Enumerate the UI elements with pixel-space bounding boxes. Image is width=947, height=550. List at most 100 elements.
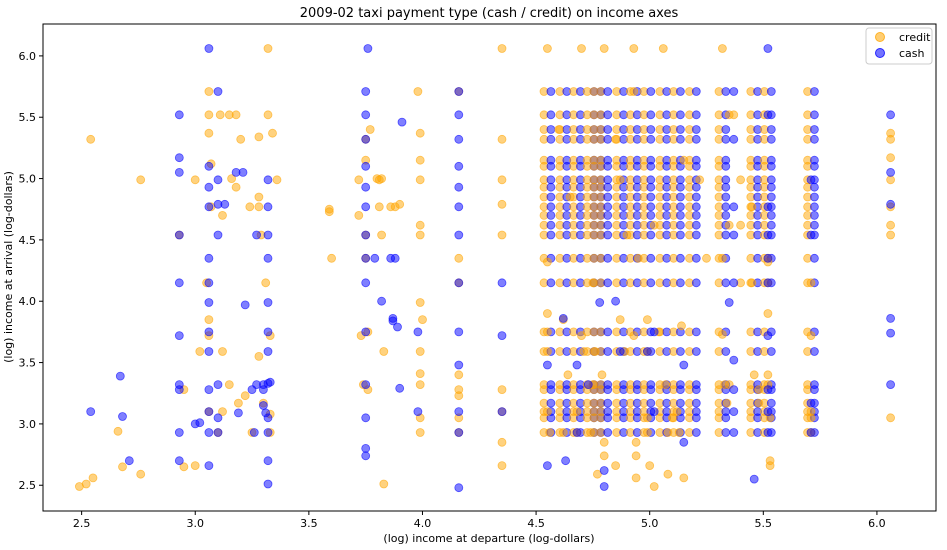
data-point-cash bbox=[174, 230, 184, 240]
data-point-cash bbox=[603, 155, 613, 165]
data-point-cash bbox=[721, 182, 731, 192]
legend-marker-cash bbox=[875, 48, 885, 58]
data-point-cash bbox=[388, 316, 398, 326]
data-point-cash bbox=[454, 407, 464, 417]
data-point-credit bbox=[543, 327, 552, 337]
data-point-cash bbox=[361, 202, 371, 212]
data-point-credit bbox=[190, 461, 200, 471]
data-point-cash bbox=[361, 380, 371, 390]
data-point-cash bbox=[691, 220, 701, 230]
data-point-cash bbox=[603, 202, 613, 212]
data-point-cash bbox=[213, 428, 223, 437]
data-point-cash bbox=[454, 134, 464, 144]
data-point-cash bbox=[810, 220, 819, 230]
data-point-cash bbox=[252, 230, 262, 240]
data-point-cash bbox=[204, 253, 214, 263]
data-point-credit bbox=[722, 398, 732, 408]
data-point-cash bbox=[595, 298, 605, 307]
data-point-credit bbox=[886, 230, 895, 240]
data-point-cash bbox=[886, 199, 895, 209]
data-point-cash bbox=[691, 210, 701, 220]
data-point-credit bbox=[588, 278, 598, 288]
data-point-cash bbox=[363, 44, 373, 53]
data-point-cash bbox=[721, 407, 731, 417]
data-point-cash bbox=[361, 278, 371, 288]
data-point-credit bbox=[454, 253, 464, 263]
data-point-cash bbox=[454, 230, 464, 240]
data-point-credit bbox=[615, 175, 625, 185]
data-point-cash bbox=[646, 192, 656, 202]
data-point-cash bbox=[810, 125, 819, 134]
data-point-cash bbox=[729, 385, 739, 395]
data-point-cash bbox=[721, 155, 731, 165]
data-point-cash bbox=[603, 327, 613, 337]
data-point-credit bbox=[179, 462, 189, 472]
data-point-credit bbox=[643, 413, 652, 423]
data-point-cash bbox=[810, 192, 819, 202]
data-point-cash bbox=[676, 347, 685, 356]
data-point-cash bbox=[497, 278, 507, 288]
data-point-credit bbox=[645, 461, 655, 471]
data-point-credit bbox=[113, 426, 123, 436]
data-point-cash bbox=[766, 134, 776, 144]
data-point-cash bbox=[691, 202, 701, 212]
data-point-credit bbox=[497, 437, 507, 447]
data-point-cash bbox=[546, 380, 556, 390]
data-point-credit bbox=[254, 202, 264, 212]
data-point-cash bbox=[454, 327, 464, 337]
data-point-cash bbox=[603, 347, 613, 356]
data-point-credit bbox=[543, 44, 552, 53]
data-point-cash bbox=[174, 428, 184, 437]
data-point-cash bbox=[124, 456, 134, 466]
data-point-credit bbox=[611, 134, 620, 144]
data-point-cash bbox=[810, 87, 819, 96]
data-point-cash bbox=[810, 347, 819, 356]
data-point-credit bbox=[415, 347, 425, 356]
data-point-credit bbox=[497, 230, 507, 240]
data-point-cash bbox=[646, 175, 656, 185]
data-point-credit bbox=[118, 462, 127, 472]
data-point-credit bbox=[886, 153, 895, 163]
data-point-credit bbox=[379, 479, 389, 489]
data-point-cash bbox=[691, 87, 701, 96]
data-point-cash bbox=[691, 192, 701, 202]
data-point-cash bbox=[721, 428, 731, 437]
data-point-cash bbox=[195, 418, 205, 428]
data-point-credit bbox=[263, 44, 273, 53]
data-point-cash bbox=[220, 199, 230, 209]
data-point-cash bbox=[543, 461, 552, 471]
data-point-cash bbox=[263, 175, 273, 185]
data-point-cash bbox=[454, 87, 464, 96]
data-point-credit bbox=[377, 174, 387, 184]
data-point-cash bbox=[204, 385, 214, 395]
data-point-cash bbox=[691, 380, 701, 390]
data-point-cash bbox=[213, 380, 223, 390]
data-point-cash bbox=[810, 182, 819, 192]
data-point-cash bbox=[377, 296, 387, 306]
data-point-credit bbox=[224, 380, 234, 390]
data-point-cash bbox=[204, 202, 214, 212]
data-point-cash bbox=[646, 155, 656, 165]
data-point-cash bbox=[691, 253, 701, 263]
data-point-cash bbox=[676, 398, 685, 408]
data-point-cash bbox=[766, 220, 776, 230]
y-tick-label: 5.5 bbox=[19, 111, 37, 124]
data-point-credit bbox=[415, 230, 425, 240]
data-point-cash bbox=[174, 167, 184, 177]
x-tick-label: 5.0 bbox=[641, 517, 659, 530]
data-point-cash bbox=[86, 407, 96, 417]
data-point-credit bbox=[379, 347, 389, 356]
data-point-cash bbox=[763, 331, 773, 341]
data-point-cash bbox=[263, 230, 273, 240]
data-point-credit bbox=[754, 385, 764, 395]
data-point-credit bbox=[702, 253, 711, 263]
data-point-cash bbox=[691, 278, 701, 288]
data-point-cash bbox=[454, 202, 464, 212]
y-tick-label: 3.5 bbox=[19, 357, 37, 370]
data-point-credit bbox=[231, 110, 241, 120]
data-point-cash bbox=[174, 331, 184, 341]
data-point-cash bbox=[646, 230, 656, 240]
data-point-credit bbox=[649, 220, 659, 230]
data-point-cash bbox=[646, 134, 656, 144]
data-point-credit bbox=[413, 87, 423, 96]
